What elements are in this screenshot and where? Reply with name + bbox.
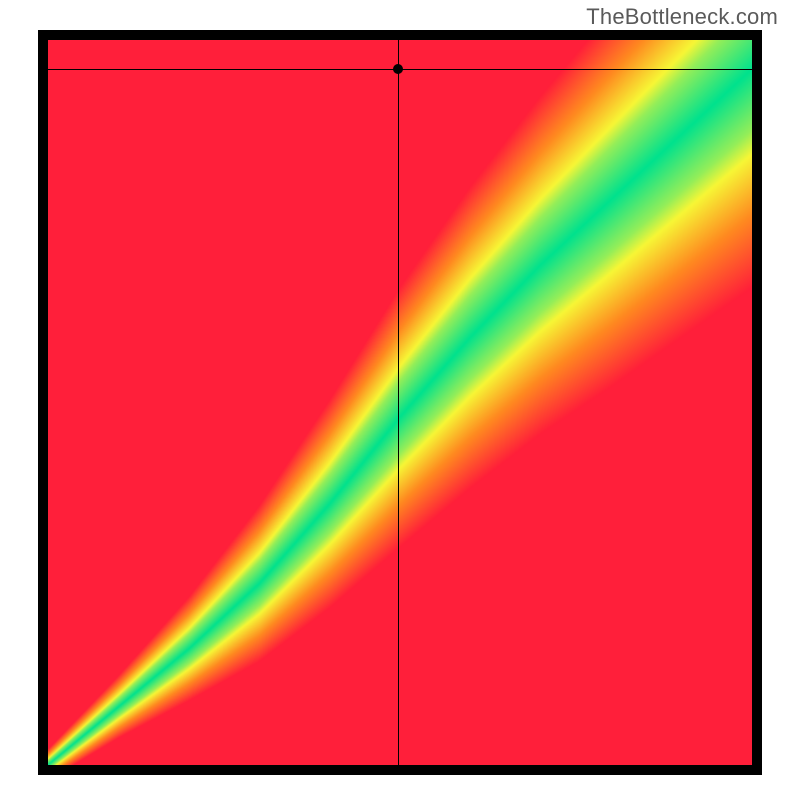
watermark-text: TheBottleneck.com bbox=[586, 4, 778, 30]
marker-dot bbox=[393, 64, 403, 74]
heatmap-canvas bbox=[48, 40, 752, 765]
plot-area bbox=[48, 40, 752, 765]
plot-frame bbox=[38, 30, 762, 775]
crosshair-vertical bbox=[398, 40, 399, 765]
container: TheBottleneck.com bbox=[0, 0, 800, 800]
